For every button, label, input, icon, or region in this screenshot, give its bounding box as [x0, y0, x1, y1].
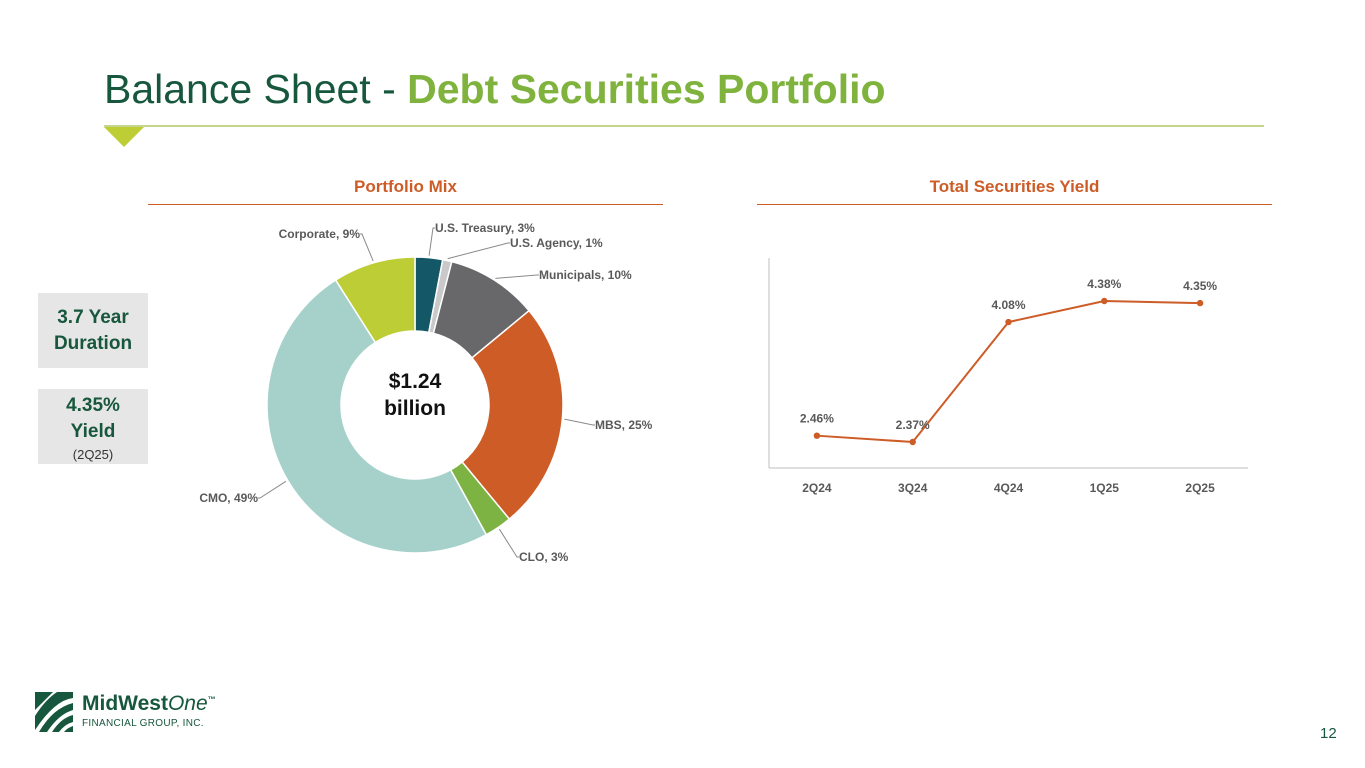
duration-value: 3.7 Year [57, 307, 129, 328]
yield-point-3q24 [909, 438, 916, 446]
page-title: Balance Sheet - Debt Securities Portfoli… [104, 66, 886, 112]
donut-label-clo: CLO, 3% [519, 550, 569, 564]
yield-value: 4.35% [66, 395, 120, 416]
x-tick-2q25: 2Q25 [1185, 481, 1215, 495]
donut-leader-municipals [495, 274, 539, 279]
donut-leader-cmo [258, 480, 287, 499]
donut-label-u-s-agency: U.S. Agency, 1% [510, 236, 603, 250]
portfolio-mix-donut-chart: U.S. Treasury, 3%U.S. Agency, 1% Municipa… [199, 221, 652, 564]
yield-chart-divider [757, 204, 1272, 205]
yield-data-label-3q24: 2.37% [896, 418, 930, 432]
duration-label: Duration [53, 333, 133, 354]
yield-stat-box: 4.35% Yield (2Q25) [38, 389, 148, 464]
title-triangle-marker [104, 127, 144, 147]
yield-point-2q25 [1196, 299, 1204, 307]
donut-leader-clo [498, 528, 519, 558]
yield-data-label-1q25: 4.38% [1087, 277, 1121, 291]
yield-data-label-2q24: 2.46% [800, 412, 834, 426]
yield-chart-title: Total Securities Yield [929, 177, 1100, 196]
page-title-highlight: Debt Securities Portfolio [407, 66, 886, 112]
x-tick-3q24: 3Q24 [898, 481, 928, 495]
duration-stat-box: 3.7 Year Duration [38, 293, 148, 368]
donut-slice-corporate [334, 256, 416, 344]
logo-subtitle: FINANCIAL GROUP, INC. [82, 718, 204, 729]
yield-point-1q25 [1101, 297, 1108, 305]
portfolio-mix-divider [148, 204, 663, 205]
donut-slice-cmo [266, 279, 488, 554]
portfolio-mix-title: Portfolio Mix [354, 177, 457, 196]
donut-center-value: $1.24 [389, 370, 442, 393]
title-divider [104, 125, 1264, 127]
donut-leader-u-s-agency [447, 242, 510, 260]
logo-wordmark: MidWestOne™ [82, 692, 216, 715]
donut-label-mbs: MBS, 25% [595, 418, 653, 432]
yield-data-label-4q24: 4.08% [991, 298, 1025, 312]
yield-period: (2Q25) [72, 447, 114, 462]
yield-point-2q24 [813, 432, 821, 439]
yield-line-chart: 2.46% 2Q24 2.37% 3Q24 4.08% 4Q24 4.38% 1Q25 4.35… [768, 258, 1248, 495]
donut-label-u-s-treasury: U.S. Treasury, 3% [435, 221, 535, 235]
donut-center-unit: billion [384, 397, 446, 420]
donut-label-cmo: CMO, 49% [199, 491, 258, 505]
page-number: 12 [1320, 725, 1337, 742]
donut-slice-mbs [461, 309, 564, 521]
donut-label-municipals: Municipals, 10% [539, 268, 632, 282]
donut-leader-mbs [564, 418, 595, 426]
yield-point-4q24 [1005, 318, 1012, 326]
x-tick-1q25: 1Q25 [1090, 481, 1120, 495]
donut-leader-u-s-treasury [428, 227, 435, 256]
x-tick-4q24: 4Q24 [994, 481, 1024, 495]
x-tick-2q24: 2Q24 [802, 481, 832, 495]
yield-data-label-2q25: 4.35% [1183, 279, 1217, 293]
yield-label: Yield [70, 421, 116, 442]
donut-leader-corporate [360, 233, 374, 262]
donut-label-corporate: Corporate, 9% [279, 227, 361, 241]
midwestone-logo-icon [33, 690, 75, 739]
